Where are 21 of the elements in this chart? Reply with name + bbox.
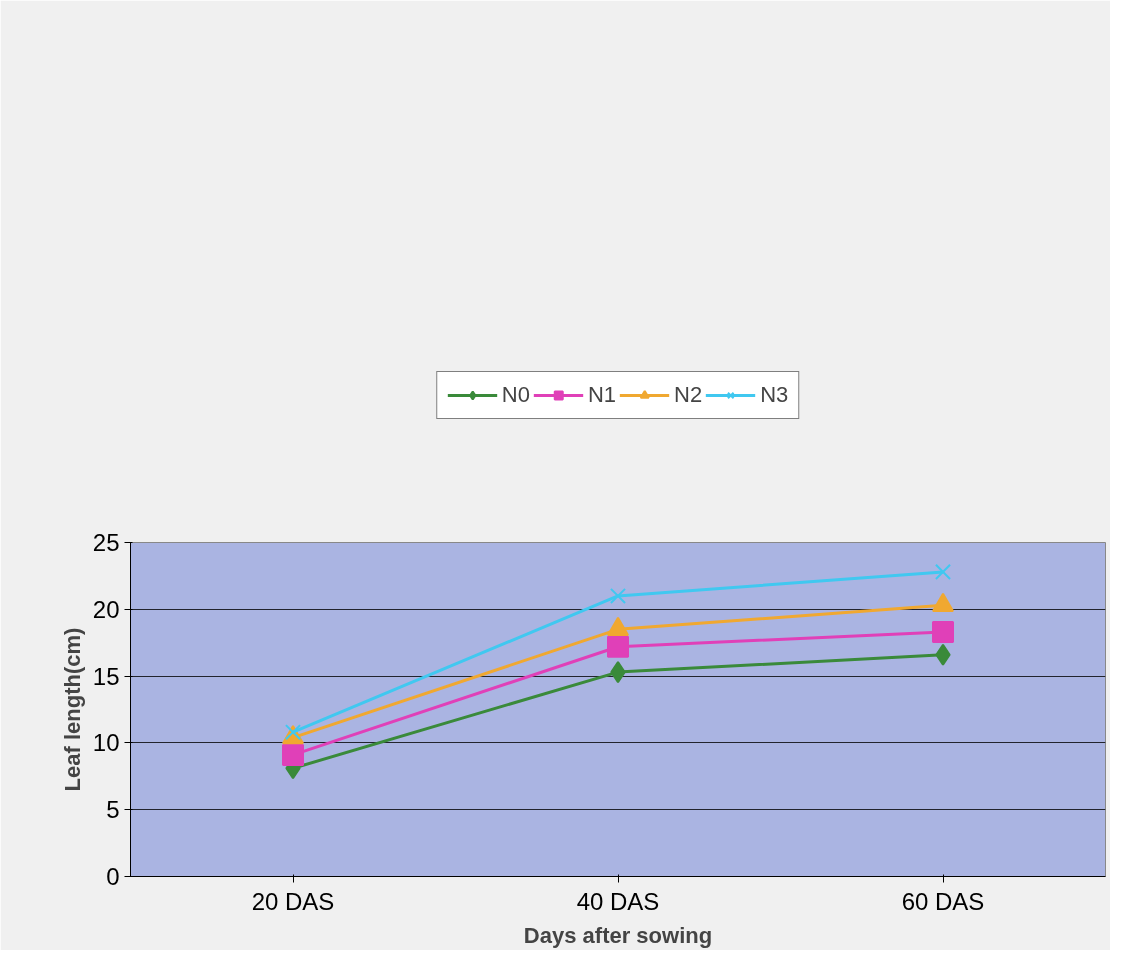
point: [934, 563, 952, 580]
y-axis-title: Leaf length(cm): [59, 627, 85, 792]
point: [282, 743, 304, 766]
y-tick-label: 25: [92, 529, 120, 556]
legend-label: N2: [674, 381, 703, 408]
y-tick-label: 5: [106, 796, 120, 824]
y-tick-label: 15: [92, 662, 120, 690]
x-axis-title: Days after sowing: [523, 922, 713, 948]
legend-label: N3: [760, 381, 789, 408]
y-tick-label: 10: [92, 729, 120, 757]
x-tick-label: 60 DAS: [901, 887, 985, 915]
legend-label: N1: [587, 381, 616, 408]
y-tick-label: 20: [92, 595, 120, 623]
legend-label: N0: [501, 381, 530, 408]
point: [284, 724, 302, 741]
x-tick-label: 20 DAS: [251, 887, 335, 915]
point: [932, 621, 954, 644]
x-tick-label: 40 DAS: [576, 887, 660, 915]
point: [609, 587, 627, 605]
y-tick-label: 0: [106, 863, 120, 890]
point: [607, 635, 629, 658]
